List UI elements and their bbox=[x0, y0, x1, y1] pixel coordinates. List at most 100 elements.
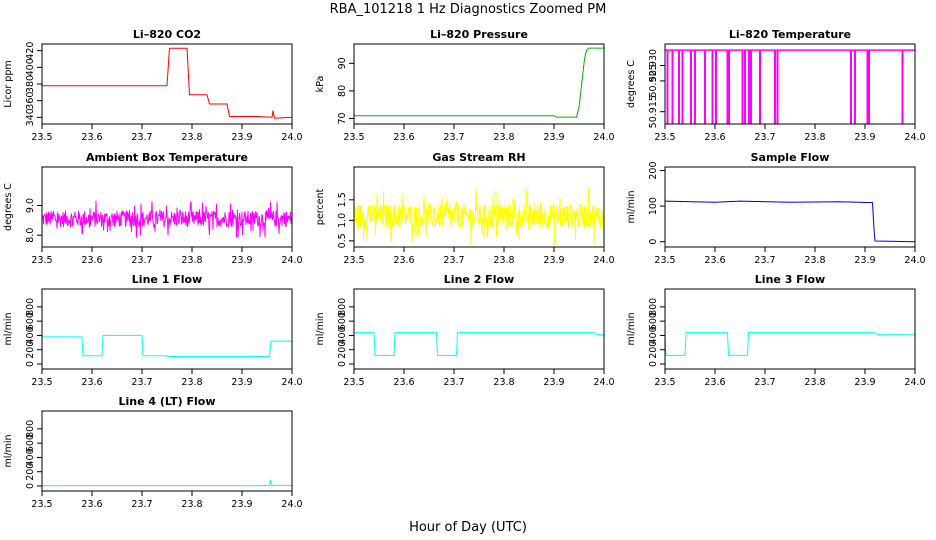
y-tick-label: 380 bbox=[25, 75, 36, 93]
x-tick-label: 23.7 bbox=[131, 255, 152, 266]
panel-data bbox=[42, 200, 292, 238]
y-tick-label: 0 bbox=[25, 483, 36, 489]
panel-title: Line 3 Flow bbox=[755, 273, 825, 286]
panel-title: Line 2 Flow bbox=[444, 273, 514, 286]
y-tick-label: 50.930 bbox=[648, 49, 659, 82]
y-tick-label: 400 bbox=[25, 326, 36, 344]
panel-data bbox=[354, 332, 604, 356]
x-tick-label: 23.6 bbox=[393, 132, 414, 143]
x-tick-label: 23.9 bbox=[854, 377, 875, 388]
y-tick-label: 50.925 bbox=[648, 64, 659, 97]
x-tick-label: 23.8 bbox=[181, 377, 202, 388]
panel-data bbox=[354, 187, 604, 246]
y-tick-label: 600 bbox=[25, 434, 36, 452]
panel-ylabel: ml/min bbox=[626, 312, 637, 345]
x-tick-label: 23.9 bbox=[543, 132, 564, 143]
x-tick-label: 23.9 bbox=[543, 255, 564, 266]
panel-title: Sample Flow bbox=[751, 151, 830, 164]
x-tick-label: 23.5 bbox=[654, 132, 675, 143]
chart-panel-2: Li–820 Pressure kPa 23.5 23.6 23.7 23.8 23.9 24… bbox=[315, 28, 615, 143]
x-tick-label: 24.0 bbox=[281, 132, 302, 143]
x-tick-label: 23.7 bbox=[131, 132, 152, 143]
panel-frame bbox=[664, 166, 916, 248]
chart-panel-8: Line 2 Flow ml/min 23.5 23.6 23.7 23.8 23.9 24.… bbox=[315, 273, 615, 388]
x-tick-label: 24.0 bbox=[904, 255, 925, 266]
x-tick-label: 23.7 bbox=[443, 377, 464, 388]
panel-ylabel: ml/min bbox=[315, 312, 326, 345]
chart-panel-6: Sample Flow ml/min 23.5 23.6 23.7 23.8 23.9 24.… bbox=[626, 151, 926, 266]
y-tick-label: 420 bbox=[25, 42, 36, 60]
x-tick-label: 23.7 bbox=[754, 377, 775, 388]
y-tick-label: 400 bbox=[337, 326, 348, 344]
x-tick-label: 23.7 bbox=[131, 377, 152, 388]
y-tick-label: 600 bbox=[337, 312, 348, 330]
x-tick-label: 23.5 bbox=[31, 499, 52, 510]
chart-panel-9: Line 3 Flow ml/min 23.5 23.6 23.7 23.8 23.9 24.… bbox=[626, 273, 926, 388]
x-tick-label: 23.5 bbox=[654, 377, 675, 388]
chart-panel-7: Line 1 Flow ml/min 23.5 23.6 23.7 23.8 23.9 24.… bbox=[3, 273, 303, 388]
x-tick-label: 23.8 bbox=[493, 132, 514, 143]
x-tick-label: 23.8 bbox=[493, 377, 514, 388]
y-tick-label: 200 bbox=[25, 341, 36, 359]
x-tick-label: 23.5 bbox=[654, 255, 675, 266]
x-tick-label: 24.0 bbox=[904, 377, 925, 388]
x-tick-label: 23.9 bbox=[854, 132, 875, 143]
x-tick-label: 23.9 bbox=[231, 499, 252, 510]
panel-frame bbox=[353, 288, 605, 370]
panel-title: Li–820 Temperature bbox=[729, 28, 851, 41]
x-tick-label: 23.9 bbox=[231, 132, 252, 143]
x-tick-label: 23.5 bbox=[343, 132, 364, 143]
y-tick-label: 100 bbox=[648, 197, 659, 215]
x-tick-label: 23.6 bbox=[81, 377, 102, 388]
x-tick-label: 23.6 bbox=[704, 132, 725, 143]
panel-frame bbox=[41, 288, 293, 370]
x-tick-label: 23.6 bbox=[393, 377, 414, 388]
chart-panel-4: Ambient Box Temperature degrees C 23.5 23.6… bbox=[3, 151, 303, 266]
x-tick-label: 23.8 bbox=[804, 377, 825, 388]
y-tick-label: 360 bbox=[25, 92, 36, 110]
y-tick-label: 0 bbox=[337, 361, 348, 367]
panel-ylabel: degrees C bbox=[626, 60, 637, 108]
panel-frame bbox=[41, 166, 293, 248]
y-tick-label: 400 bbox=[648, 326, 659, 344]
panel-title: Li–820 Pressure bbox=[430, 28, 528, 41]
x-tick-label: 23.8 bbox=[181, 499, 202, 510]
panel-title: Line 4 (LT) Flow bbox=[119, 395, 216, 408]
x-tick-label: 23.9 bbox=[543, 377, 564, 388]
panel-ylabel: degrees C bbox=[3, 183, 14, 231]
x-tick-label: 24.0 bbox=[281, 255, 302, 266]
series-line bbox=[42, 47, 292, 119]
x-tick-label: 23.9 bbox=[231, 255, 252, 266]
chart-panel-1: Li–820 CO2 Licor ppm 23.5 23.6 23.7 23.8 23.9 2… bbox=[3, 28, 303, 143]
y-tick-label: 600 bbox=[648, 312, 659, 330]
y-tick-label: 0 bbox=[648, 239, 659, 245]
x-tick-label: 23.5 bbox=[31, 255, 52, 266]
x-tick-label: 23.8 bbox=[493, 255, 514, 266]
x-tick-label: 24.0 bbox=[904, 132, 925, 143]
panel-title: Line 1 Flow bbox=[132, 273, 202, 286]
panel-data bbox=[42, 47, 292, 119]
x-tick-label: 23.9 bbox=[231, 377, 252, 388]
series-line bbox=[354, 187, 604, 246]
y-tick-label: 800 bbox=[648, 298, 659, 316]
x-tick-label: 23.6 bbox=[393, 255, 414, 266]
x-tick-label: 23.5 bbox=[31, 377, 52, 388]
y-tick-label: 70 bbox=[337, 112, 348, 124]
panel-frame bbox=[41, 410, 293, 492]
x-tick-label: 23.6 bbox=[704, 377, 725, 388]
x-tick-label: 24.0 bbox=[593, 255, 614, 266]
panel-ylabel: Licor ppm bbox=[3, 60, 14, 107]
y-tick-label: 9.0 bbox=[25, 198, 36, 213]
x-tick-label: 23.8 bbox=[181, 255, 202, 266]
x-tick-label: 23.5 bbox=[343, 255, 364, 266]
chart-panel-10: Line 4 (LT) Flow ml/min 23.5 23.6 23.7 23.8 23… bbox=[3, 395, 303, 510]
panel-frame bbox=[664, 288, 916, 370]
y-tick-label: 200 bbox=[25, 463, 36, 481]
panel-frame bbox=[664, 43, 916, 125]
panel-ylabel: ml/min bbox=[626, 190, 637, 223]
x-tick-label: 23.7 bbox=[131, 499, 152, 510]
y-tick-label: 340 bbox=[25, 108, 36, 126]
panel-ylabel: ml/min bbox=[3, 434, 14, 467]
panel-frame bbox=[353, 166, 605, 248]
x-tick-label: 24.0 bbox=[593, 377, 614, 388]
